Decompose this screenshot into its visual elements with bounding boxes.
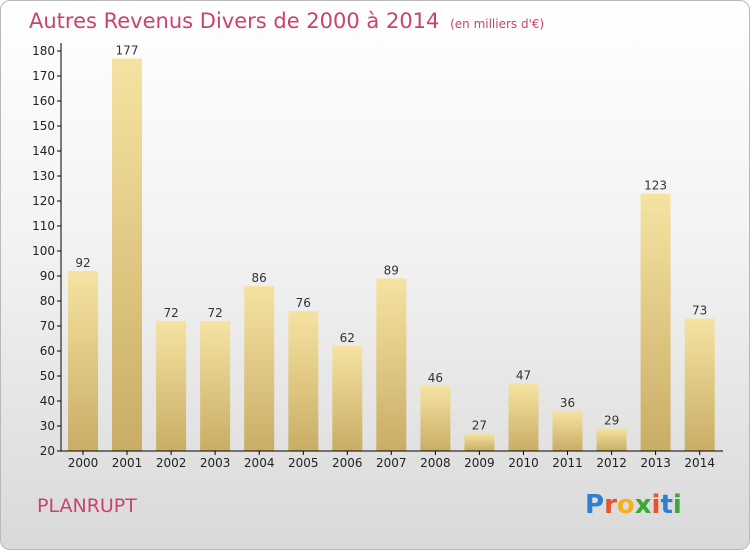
y-tick-label-60: 60 [40, 344, 55, 358]
bar-value-label-2010: 47 [516, 369, 531, 383]
x-tick-label-2006: 2006 [332, 456, 363, 470]
y-tick-label-50: 50 [40, 369, 55, 383]
y-tick-label-140: 140 [32, 144, 55, 158]
y-tick-label-70: 70 [40, 319, 55, 333]
bar-value-label-2002: 72 [163, 306, 178, 320]
bar-2009 [464, 433, 495, 451]
town-name: PLANRUPT [37, 495, 137, 517]
proxiti-logo[interactable]: Proxiti [585, 490, 682, 520]
bar-2004 [244, 286, 275, 451]
bar-2002 [156, 321, 187, 451]
logo-letter: x [634, 490, 652, 520]
y-tick-label-30: 30 [40, 419, 55, 433]
bar-2011 [552, 411, 583, 451]
x-tick-label-2002: 2002 [156, 456, 187, 470]
bar-value-label-2009: 27 [472, 419, 487, 433]
logo-letter: P [585, 490, 605, 520]
x-tick-label-2000: 2000 [68, 456, 99, 470]
title-text: Autres Revenus Divers de 2000 à 2014 [29, 9, 440, 33]
y-tick-label-130: 130 [32, 169, 55, 183]
bar-2001 [112, 58, 142, 451]
y-tick-label-40: 40 [40, 394, 55, 408]
logo-letter: r [604, 490, 617, 520]
logo-letter: o [616, 490, 635, 520]
bar-2014 [684, 318, 715, 451]
bar-value-label-2014: 73 [692, 304, 707, 318]
x-tick-label-2009: 2009 [464, 456, 495, 470]
y-tick-label-110: 110 [32, 219, 55, 233]
logo-letter: t [660, 490, 673, 520]
bars-group: 92 177 72 72 86 76 62 89 46 27 47 36 29 123 73 [68, 44, 715, 451]
bar-value-label-2001: 177 [116, 44, 139, 58]
x-tick-label-2004: 2004 [244, 456, 275, 470]
bar-value-label-2012: 29 [604, 414, 619, 428]
bar-value-label-2011: 36 [560, 396, 575, 410]
x-tick-label-2013: 2013 [640, 456, 671, 470]
bar-value-label-2003: 72 [207, 306, 222, 320]
bar-value-label-2005: 76 [296, 296, 311, 310]
bar-value-label-2006: 62 [340, 331, 355, 345]
axes-group: 2000 2001 2002 2003 2004 2005 2006 2007 2008 2009… [32, 43, 723, 470]
x-tick-label-2011: 2011 [552, 456, 583, 470]
x-tick-label-2008: 2008 [420, 456, 451, 470]
y-tick-label-170: 170 [32, 69, 55, 83]
bar-2008 [420, 386, 451, 451]
x-tick-label-2014: 2014 [684, 456, 715, 470]
bar-2006 [332, 346, 363, 451]
y-tick-label-20: 20 [40, 444, 55, 458]
bar-value-label-2004: 86 [252, 271, 267, 285]
x-tick-label-2007: 2007 [376, 456, 407, 470]
title-unit: (en milliers d'€) [450, 17, 545, 31]
x-tick-label-2005: 2005 [288, 456, 319, 470]
bar-value-label-2007: 89 [384, 264, 399, 278]
bar-2012 [596, 428, 627, 451]
x-tick-label-2010: 2010 [508, 456, 539, 470]
x-tick-label-2003: 2003 [200, 456, 231, 470]
y-tick-label-120: 120 [32, 194, 55, 208]
y-tick-label-80: 80 [40, 294, 55, 308]
y-tick-label-100: 100 [32, 244, 55, 258]
bar-value-label-2013: 123 [644, 179, 667, 193]
y-tick-label-180: 180 [32, 44, 55, 58]
bar-2003 [200, 321, 231, 451]
bar-2000 [68, 271, 98, 451]
y-tick-label-150: 150 [32, 119, 55, 133]
bar-value-label-2008: 46 [428, 371, 443, 385]
bar-2013 [640, 193, 671, 451]
x-tick-label-2001: 2001 [112, 456, 143, 470]
logo-letter: i [672, 490, 682, 520]
y-tick-label-160: 160 [32, 94, 55, 108]
bar-value-label-2000: 92 [75, 256, 90, 270]
y-tick-label-90: 90 [40, 269, 55, 283]
x-tick-label-2012: 2012 [596, 456, 627, 470]
bar-2005 [288, 311, 319, 451]
bar-2010 [508, 383, 539, 451]
chart-title: Autres Revenus Divers de 2000 à 2014 (en… [29, 9, 544, 33]
logo-letter: i [651, 490, 661, 520]
bar-2007 [376, 278, 407, 451]
